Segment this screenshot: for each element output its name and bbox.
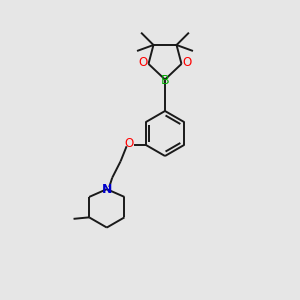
Text: O: O	[124, 137, 134, 150]
Text: N: N	[102, 183, 112, 196]
Text: O: O	[139, 56, 148, 69]
Text: O: O	[182, 56, 191, 69]
Text: B: B	[161, 74, 169, 88]
